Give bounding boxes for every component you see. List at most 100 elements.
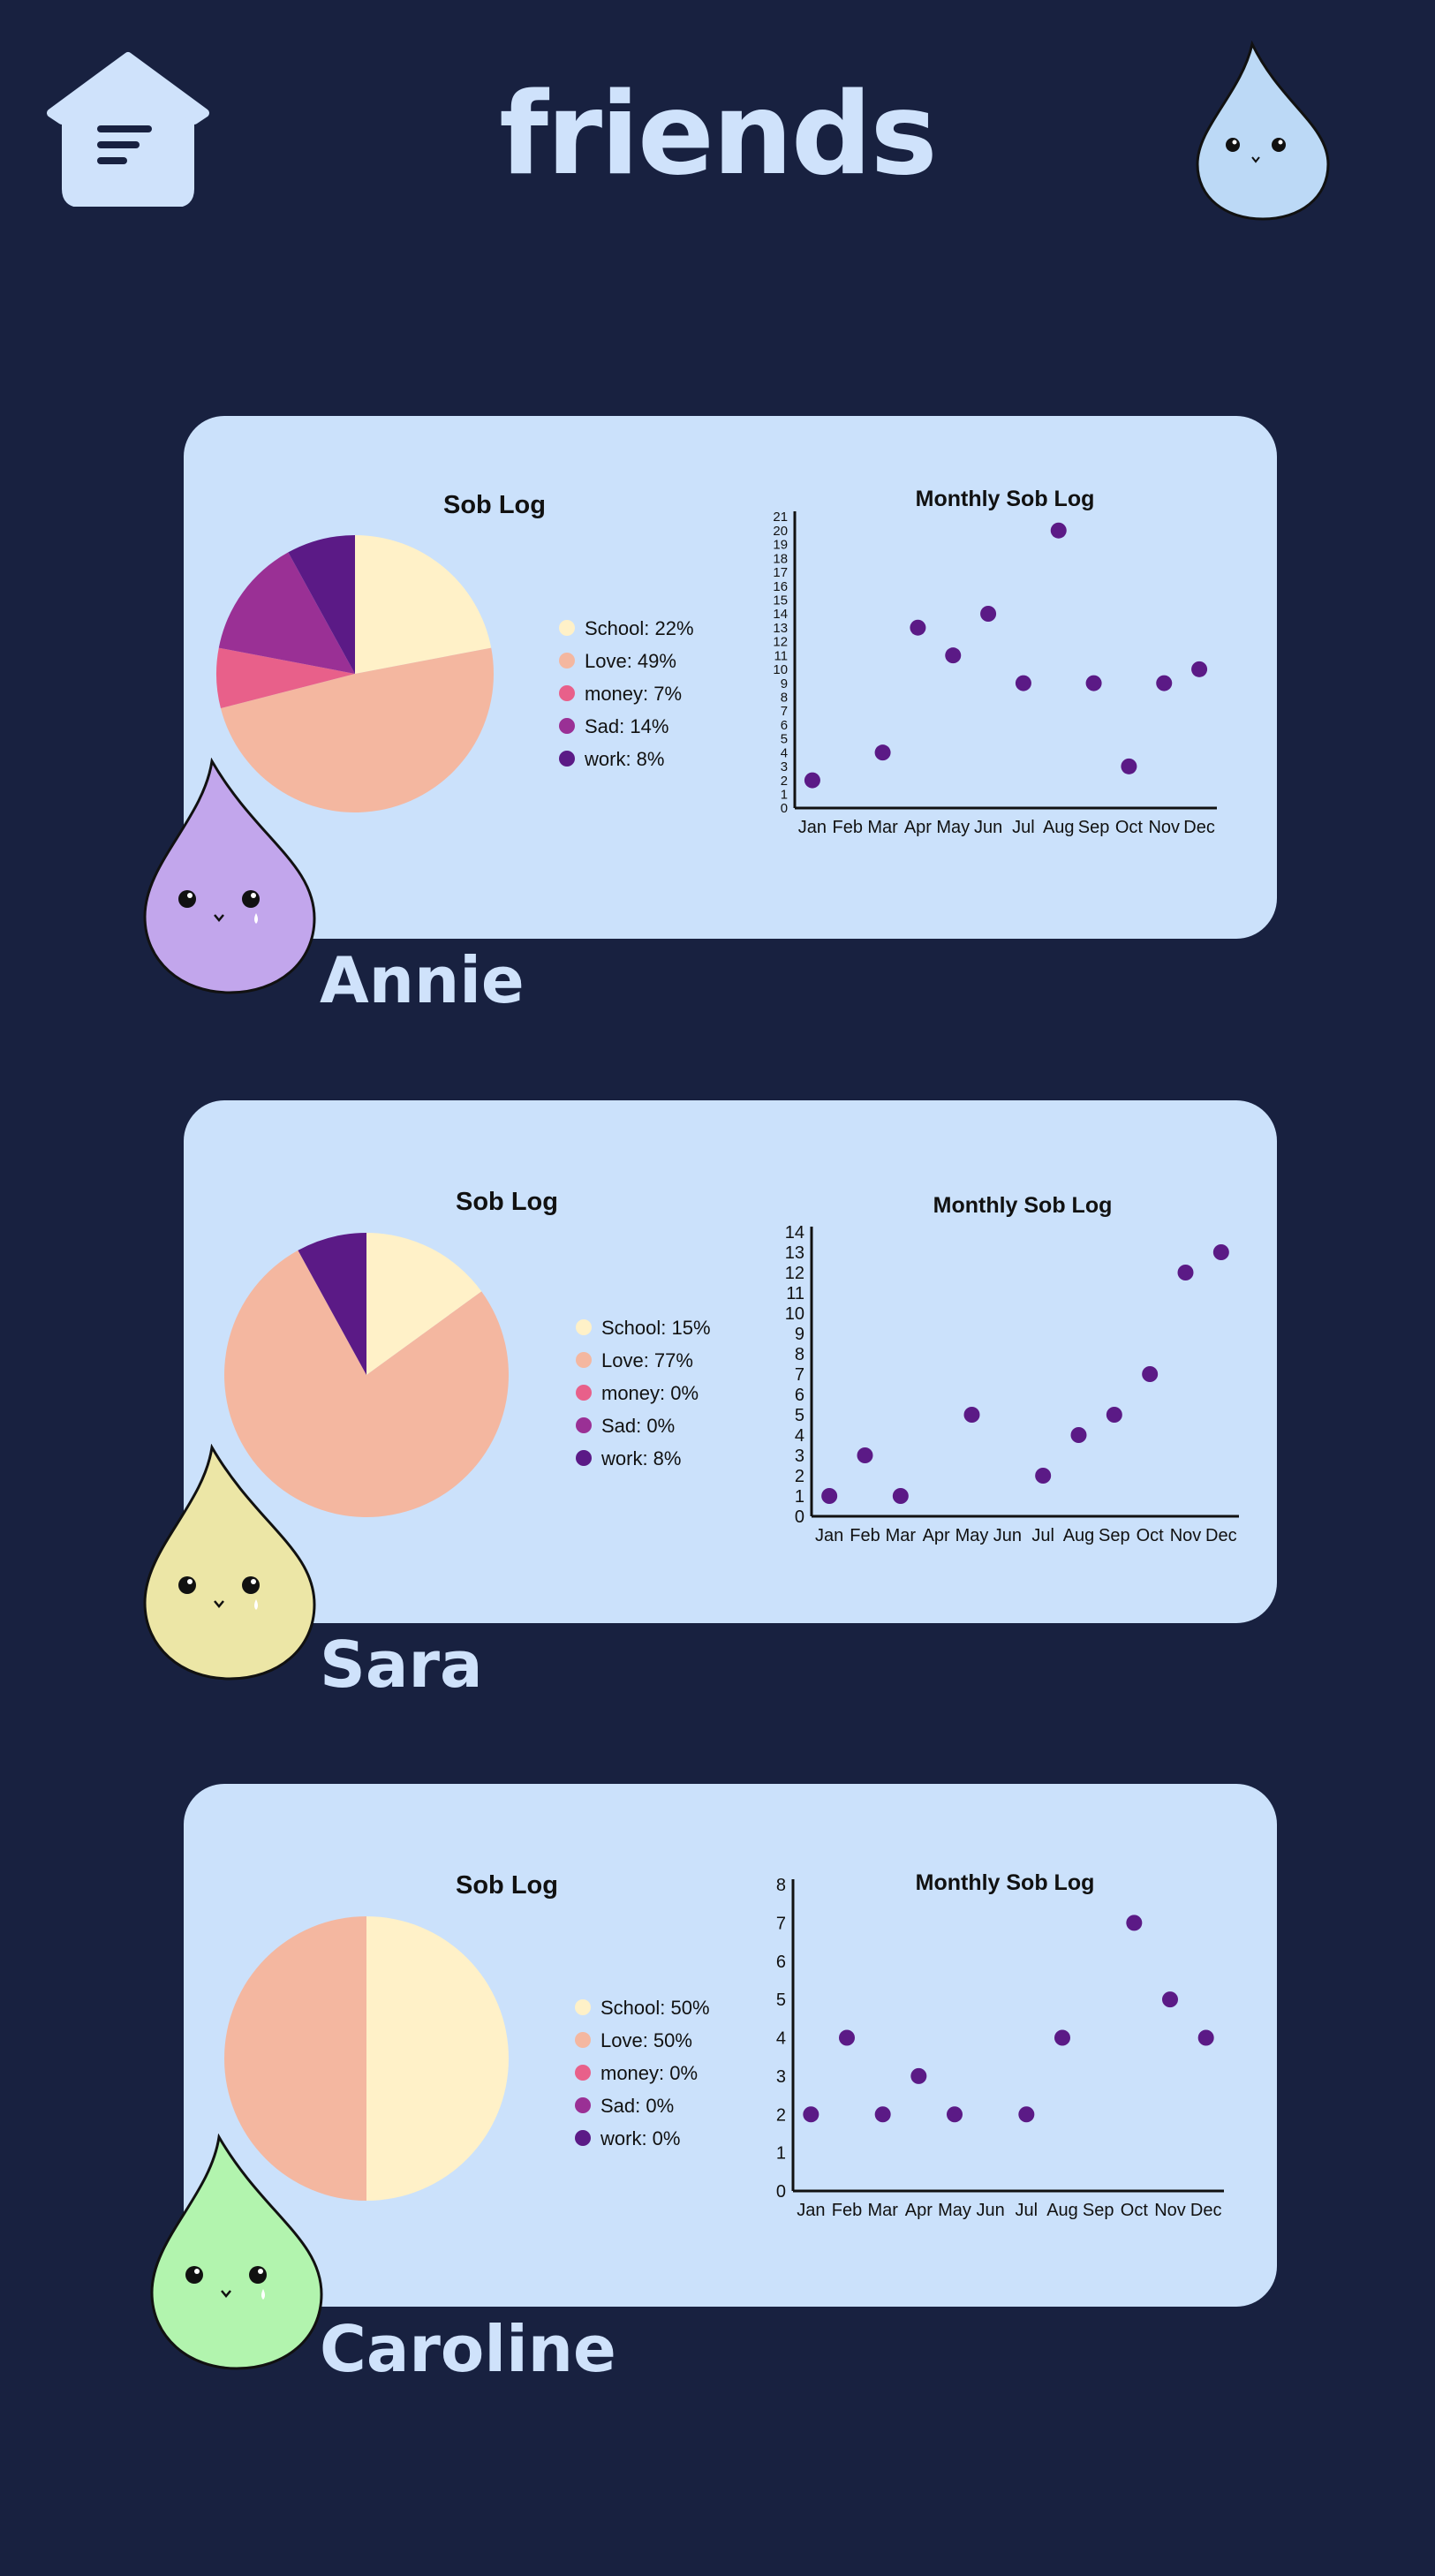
y-tick-label: 8 <box>781 691 788 706</box>
y-tick-label: 17 <box>773 565 788 580</box>
data-point <box>1035 1468 1052 1484</box>
x-tick-label: Nov <box>1154 2201 1186 2220</box>
x-tick-label: Jun <box>974 818 1002 837</box>
y-tick-label: 4 <box>795 1426 804 1446</box>
x-tick-label: Apr <box>905 2201 933 2220</box>
y-tick-label: 3 <box>776 2067 786 2087</box>
y-tick-label: 9 <box>795 1325 804 1344</box>
x-tick-label: Mar <box>886 1526 917 1545</box>
friend-card: Sob Log School: 22% Love: 49% money: 7% Sad:… <box>184 416 1277 939</box>
friend-drop-icon <box>150 2134 323 2370</box>
charts-1: Sob Log School: 15% Love: 77% money: 0% Sad:… <box>224 1188 1239 1545</box>
y-tick-label: 6 <box>781 718 788 733</box>
data-point <box>1070 1427 1087 1443</box>
legend-marker <box>576 1319 592 1335</box>
data-point <box>1142 1366 1159 1382</box>
scatter-title: Monthly Sob Log <box>916 1870 1095 1895</box>
y-tick-label: 1 <box>781 788 788 803</box>
x-tick-label: Jun <box>993 1526 1022 1545</box>
x-tick-label: Sep <box>1083 2201 1114 2220</box>
x-tick-label: Oct <box>1121 2201 1149 2220</box>
pie-slice-money <box>216 647 355 709</box>
data-point <box>874 2106 891 2123</box>
legend-marker <box>575 2065 591 2081</box>
data-point <box>892 1488 909 1504</box>
y-tick-label: 7 <box>776 1914 786 1933</box>
x-tick-label: Feb <box>833 818 863 837</box>
data-point <box>1018 2106 1035 2123</box>
y-tick-label: 14 <box>785 1223 804 1243</box>
legend-item: School: 15% <box>601 1317 711 1339</box>
x-tick-label: Jul <box>1031 1526 1054 1545</box>
x-tick-label: Dec <box>1183 818 1215 837</box>
pie-slice-sad <box>218 552 355 674</box>
legend-item: work: 8% <box>600 1447 681 1469</box>
y-tick-label: 18 <box>773 551 788 566</box>
pie-slice-school <box>366 1916 509 2201</box>
legend-marker <box>575 2130 591 2146</box>
x-tick-label: Feb <box>832 2201 862 2220</box>
x-tick-label: Jun <box>977 2201 1005 2220</box>
pie-slice-work <box>298 1233 366 1375</box>
friend-drop-icon <box>143 758 316 994</box>
data-point <box>963 1407 980 1423</box>
data-point <box>1054 2029 1070 2046</box>
y-tick-label: 0 <box>795 1507 804 1527</box>
x-tick-label: Jan <box>797 2201 825 2220</box>
pie-slice-school <box>355 535 492 674</box>
y-tick-label: 2 <box>781 774 788 789</box>
x-tick-label: Mar <box>867 2201 898 2220</box>
y-tick-label: 11 <box>786 1284 804 1303</box>
pie-slice-love <box>224 1916 366 2201</box>
legend-item: Sad: 0% <box>601 1415 675 1437</box>
y-tick-label: 11 <box>774 648 788 663</box>
data-point <box>980 606 997 622</box>
friend-name: Sara <box>320 1628 483 1702</box>
charts-2: Sob Log School: 50% Love: 50% money: 0% Sad:… <box>224 1870 1224 2220</box>
legend-marker <box>559 653 575 669</box>
legend-marker <box>559 620 575 636</box>
y-tick-label: 10 <box>773 662 788 677</box>
y-tick-label: 6 <box>795 1386 804 1405</box>
y-tick-label: 9 <box>781 676 788 691</box>
y-tick-label: 5 <box>776 1991 786 2010</box>
water-drop-icon[interactable] <box>1192 41 1333 222</box>
scatter-title: Monthly Sob Log <box>933 1193 1113 1218</box>
charts-0: Sob Log School: 22% Love: 49% money: 7% Sad:… <box>216 487 1217 837</box>
x-tick-label: Aug <box>1046 2201 1078 2220</box>
y-tick-label: 3 <box>795 1447 804 1466</box>
legend-item: Sad: 0% <box>600 2095 674 2117</box>
pie-title: Sob Log <box>443 491 546 519</box>
pie-slice-love <box>220 647 495 812</box>
legend-marker <box>575 1999 591 2015</box>
home-menu-icon[interactable] <box>44 51 212 207</box>
y-tick-label: 0 <box>776 2182 786 2202</box>
legend-item: work: 8% <box>584 748 664 770</box>
x-tick-label: Jan <box>798 818 827 837</box>
x-tick-label: May <box>936 818 970 837</box>
y-tick-label: 8 <box>776 1876 786 1895</box>
y-tick-label: 5 <box>795 1406 804 1425</box>
data-point <box>839 2029 855 2046</box>
y-tick-label: 3 <box>781 759 788 774</box>
pie-slice-work <box>288 535 355 674</box>
y-tick-label: 19 <box>773 538 788 553</box>
y-tick-label: 1 <box>776 2144 786 2164</box>
y-tick-label: 7 <box>795 1365 804 1385</box>
data-point <box>1162 1991 1178 2008</box>
y-tick-label: 8 <box>795 1345 804 1364</box>
x-tick-label: Apr <box>923 1526 950 1545</box>
legend-marker <box>576 1417 592 1433</box>
x-tick-label: Nov <box>1170 1526 1202 1545</box>
data-point <box>1177 1265 1194 1280</box>
y-tick-label: 2 <box>776 2105 786 2125</box>
data-point <box>910 619 926 636</box>
pie-title: Sob Log <box>456 1188 558 1216</box>
data-point <box>803 2106 819 2123</box>
y-tick-label: 6 <box>776 1953 786 1972</box>
x-tick-label: Mar <box>867 818 898 837</box>
pie-slice-love <box>224 1250 509 1517</box>
x-tick-label: Oct <box>1115 818 1144 837</box>
y-tick-label: 4 <box>776 2029 786 2049</box>
x-tick-label: Feb <box>850 1526 880 1545</box>
